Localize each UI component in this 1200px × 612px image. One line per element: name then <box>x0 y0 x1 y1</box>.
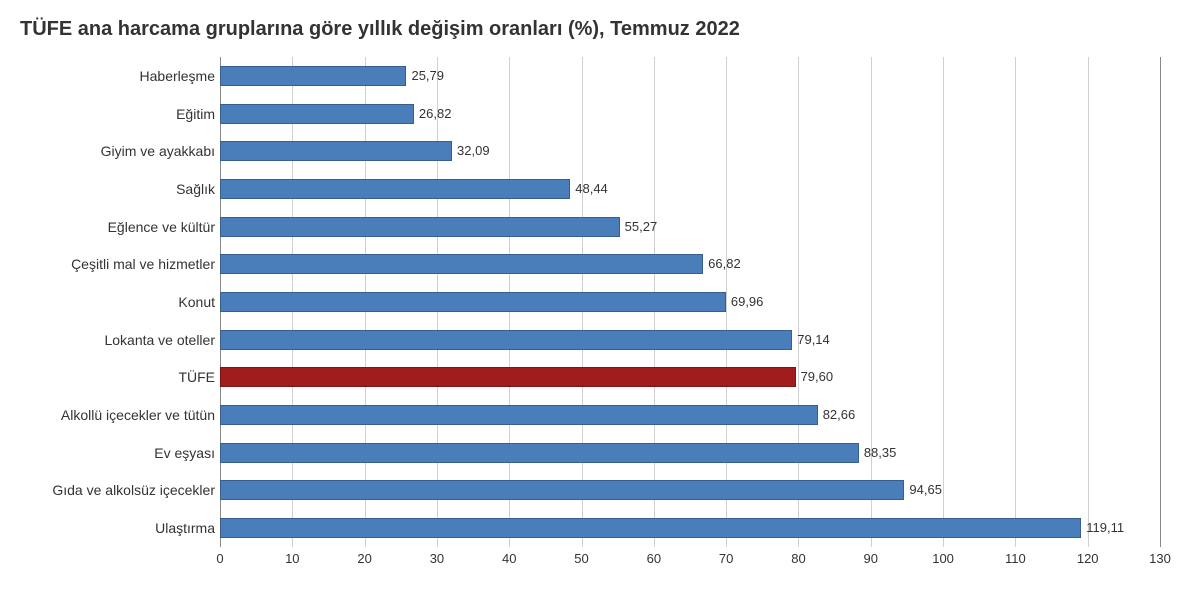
category-label: Giyim ve ayakkabı <box>20 143 220 159</box>
bar-track: 66,82 <box>220 252 1160 276</box>
value-label: 25,79 <box>406 64 444 88</box>
bar-track: 55,27 <box>220 215 1160 239</box>
bar-track: 79,14 <box>220 328 1160 352</box>
bar-track: 48,44 <box>220 177 1160 201</box>
bar-row: Çeşitli mal ve hizmetler 66,82 <box>20 250 1160 278</box>
bar <box>220 66 406 86</box>
bar-track: 26,82 <box>220 102 1160 126</box>
bar-row: Giyim ve ayakkabı 32,09 <box>20 137 1160 165</box>
chart-container: TÜFE ana harcama gruplarına göre yıllık … <box>0 0 1200 612</box>
bar-track: 88,35 <box>220 441 1160 465</box>
gridline <box>1160 57 1161 547</box>
bars-group: Haberleşme 25,79 Eğitim 26,82 Giyim ve ayakk… <box>20 57 1160 547</box>
bar <box>220 292 726 312</box>
bar-track: 32,09 <box>220 139 1160 163</box>
bar-track: 119,11 <box>220 516 1160 540</box>
value-label: 32,09 <box>452 139 490 163</box>
x-tick-label: 0 <box>216 551 223 566</box>
value-label: 26,82 <box>414 102 452 126</box>
category-label: TÜFE <box>20 369 220 385</box>
x-tick-label: 10 <box>285 551 299 566</box>
category-label: Ulaştırma <box>20 520 220 536</box>
bar <box>220 480 904 500</box>
bar-track: 82,66 <box>220 403 1160 427</box>
bar-track: 25,79 <box>220 64 1160 88</box>
value-label: 79,14 <box>792 328 830 352</box>
bar-row: Lokanta ve oteller 79,14 <box>20 326 1160 354</box>
bar <box>220 443 859 463</box>
category-label: Haberleşme <box>20 68 220 84</box>
bar <box>220 254 703 274</box>
bar-row: Gıda ve alkolsüz içecekler 94,65 <box>20 476 1160 504</box>
bar-row: Alkollü içecekler ve tütün 82,66 <box>20 401 1160 429</box>
x-tick-label: 130 <box>1149 551 1171 566</box>
bar <box>220 518 1081 538</box>
x-tick-label: 20 <box>357 551 371 566</box>
value-label: 119,11 <box>1081 516 1124 540</box>
bar-track: 79,60 <box>220 365 1160 389</box>
value-label: 88,35 <box>859 441 897 465</box>
plot: Haberleşme 25,79 Eğitim 26,82 Giyim ve ayakk… <box>20 57 1170 577</box>
x-tick-label: 40 <box>502 551 516 566</box>
bar-row: TÜFE 79,60 <box>20 363 1160 391</box>
bar-row: Sağlık 48,44 <box>20 175 1160 203</box>
bar <box>220 179 570 199</box>
value-label: 55,27 <box>620 215 658 239</box>
value-label: 66,82 <box>703 252 741 276</box>
x-tick-label: 30 <box>430 551 444 566</box>
category-label: Alkollü içecekler ve tütün <box>20 407 220 423</box>
category-label: Konut <box>20 294 220 310</box>
bar-row: Ulaştırma 119,11 <box>20 514 1160 542</box>
bar-row: Ev eşyası 88,35 <box>20 439 1160 467</box>
bar-row: Haberleşme 25,79 <box>20 62 1160 90</box>
category-label: Ev eşyası <box>20 445 220 461</box>
bar-row: Eğitim 26,82 <box>20 100 1160 128</box>
bar <box>220 141 452 161</box>
x-tick-label: 120 <box>1077 551 1099 566</box>
category-label: Eğitim <box>20 106 220 122</box>
bar <box>220 330 792 350</box>
value-label: 82,66 <box>818 403 856 427</box>
value-label: 79,60 <box>796 365 834 389</box>
x-axis: 0102030405060708090100110120130 <box>220 547 1160 577</box>
bar-track: 69,96 <box>220 290 1160 314</box>
value-label: 69,96 <box>726 290 764 314</box>
bar <box>220 367 796 387</box>
x-tick-label: 60 <box>647 551 661 566</box>
x-tick-label: 80 <box>791 551 805 566</box>
bar <box>220 405 818 425</box>
chart-title: TÜFE ana harcama gruplarına göre yıllık … <box>20 18 1170 41</box>
category-label: Lokanta ve oteller <box>20 332 220 348</box>
x-tick-label: 70 <box>719 551 733 566</box>
x-tick-label: 90 <box>864 551 878 566</box>
bar <box>220 217 620 237</box>
category-label: Gıda ve alkolsüz içecekler <box>20 482 220 498</box>
bar-track: 94,65 <box>220 478 1160 502</box>
value-label: 48,44 <box>570 177 608 201</box>
bar <box>220 104 414 124</box>
category-label: Sağlık <box>20 181 220 197</box>
value-label: 94,65 <box>904 478 942 502</box>
x-tick-label: 110 <box>1005 551 1026 566</box>
category-label: Eğlence ve kültür <box>20 219 220 235</box>
x-tick-label: 50 <box>574 551 588 566</box>
category-label: Çeşitli mal ve hizmetler <box>20 256 220 272</box>
bar-row: Eğlence ve kültür 55,27 <box>20 213 1160 241</box>
bar-row: Konut 69,96 <box>20 288 1160 316</box>
x-tick-label: 100 <box>932 551 954 566</box>
